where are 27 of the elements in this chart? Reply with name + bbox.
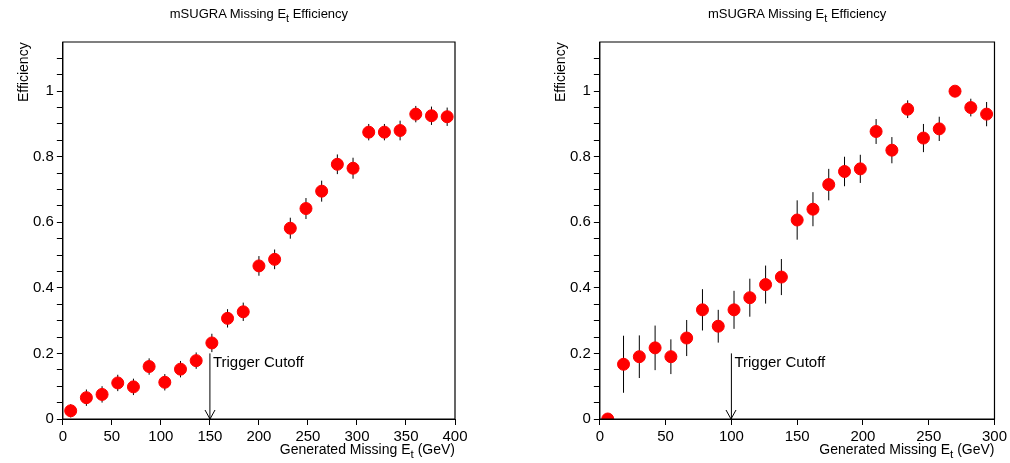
y-tick-label: 1 [582,81,591,99]
x-tick-label: 0 [595,427,605,445]
x-tick-label: 50 [657,427,674,445]
y-tick-label: 0 [45,409,54,427]
y-tick-label: 0.2 [32,343,54,361]
y-tick-label: 0.4 [569,278,591,296]
chart-title: mSUGRA Missing E$_{t}$ Efficiency [169,6,349,24]
ref-line-label: Trigger Cutoff [212,353,305,371]
y-tick-label: 0.2 [569,343,591,361]
y-tick-label: 0.6 [569,212,591,230]
y-tick-label: 0 [582,409,591,427]
x-tick-label: 50 [103,427,121,445]
x-tick-label: 0 [58,427,68,445]
x-tick-label: 200 [246,427,272,445]
y-tick-label: 1 [45,81,54,99]
x-tick-label: 150 [784,427,810,445]
ref-line-label: Trigger Cutoff [734,353,827,371]
y-axis-title: Efficiency [551,42,568,102]
x-tick-label: 150 [197,427,223,445]
x-tick-label: 100 [148,427,174,445]
y-tick-label: 0.8 [569,146,591,164]
chart-title: mSUGRA Missing E$_{t}$ Efficiency [707,6,887,24]
y-axis-title: Efficiency [14,42,31,102]
y-tick-label: 0.4 [32,278,54,296]
y-tick-label: 0.6 [32,212,54,230]
y-tick-label: 0.8 [32,146,54,164]
x-tick-label: 100 [718,427,744,445]
